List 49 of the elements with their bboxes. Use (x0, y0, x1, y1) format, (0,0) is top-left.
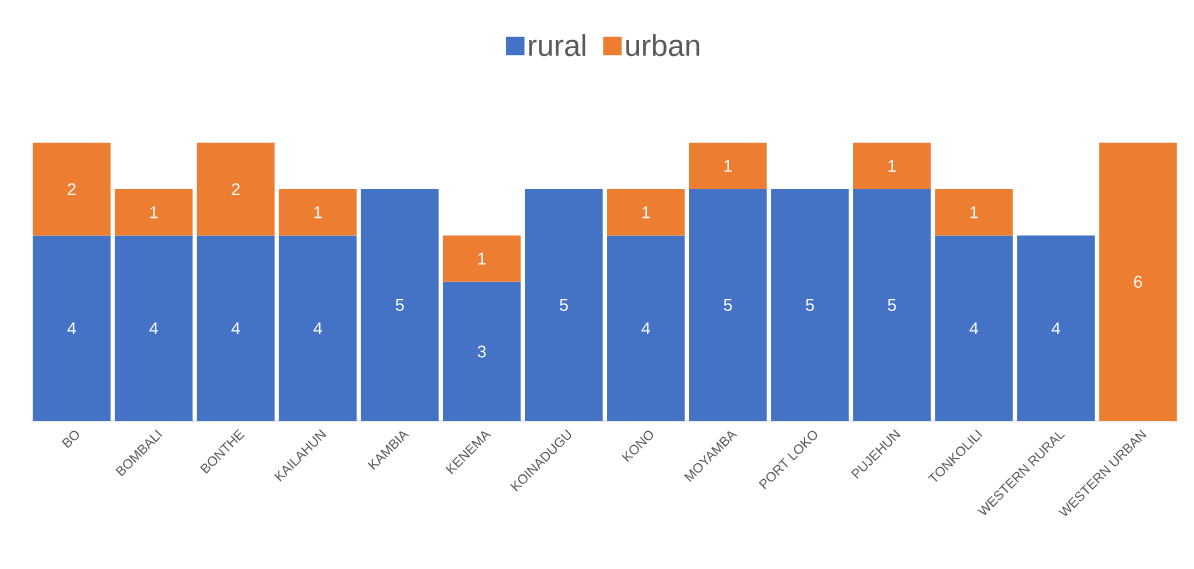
bar (935, 235, 1013, 421)
bar (606, 189, 685, 236)
bar (278, 235, 357, 421)
bar (442, 281, 521, 421)
data-label: 5 (805, 299, 814, 311)
data-label: 1 (314, 206, 322, 219)
data-label: 6 (1134, 275, 1142, 288)
data-label: 2 (67, 183, 76, 196)
bar (524, 189, 603, 421)
bar (442, 235, 521, 282)
bar (114, 189, 193, 236)
data-label: 5 (395, 299, 404, 311)
data-label: 4 (149, 322, 158, 335)
data-label: 2 (231, 183, 240, 196)
data-label: 1 (970, 206, 978, 219)
data-label: 4 (1051, 322, 1061, 335)
bar (1099, 142, 1177, 421)
data-label: 1 (478, 252, 486, 265)
data-label: 3 (477, 345, 486, 358)
bar (935, 189, 1013, 236)
data-label: 5 (723, 299, 732, 311)
data-label: 4 (641, 322, 651, 335)
bar (689, 142, 767, 190)
data-label: 1 (724, 160, 732, 172)
bar (606, 235, 685, 421)
bar (771, 189, 849, 421)
bar (278, 189, 357, 236)
bar (1017, 235, 1095, 421)
bar (689, 189, 767, 421)
data-label: 4 (969, 322, 979, 335)
bar (32, 142, 111, 236)
bar (360, 189, 439, 421)
bar (853, 189, 931, 421)
legend-label: rural (529, 34, 586, 57)
data-label: 4 (67, 322, 76, 335)
data-label: 5 (559, 299, 568, 311)
x-tick-label: BO (61, 430, 79, 448)
bar (114, 235, 193, 421)
data-label: 1 (642, 206, 650, 219)
legend-label: urban (626, 34, 700, 57)
bar (32, 235, 111, 421)
data-label: 1 (150, 206, 158, 219)
data-label: 4 (313, 322, 323, 335)
data-label: 5 (887, 299, 896, 311)
bar (853, 142, 931, 190)
data-label: 1 (888, 160, 896, 172)
data-label: 4 (231, 322, 240, 335)
bar (196, 142, 275, 236)
bar (196, 235, 275, 421)
